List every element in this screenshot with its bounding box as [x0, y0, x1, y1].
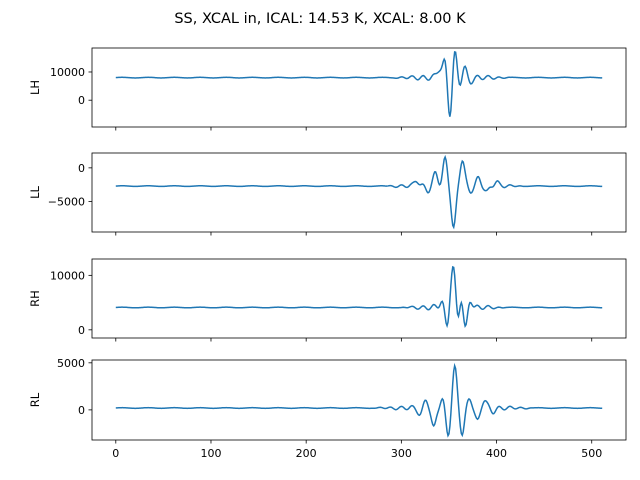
y-tick-label-ll-0: 0 — [78, 162, 85, 175]
x-tick-label-0: 0 — [112, 447, 119, 460]
y-axis-label-lh: LH — [28, 80, 42, 95]
series-line-lh — [115, 50, 603, 117]
y-tick-label-lh-10000: 10000 — [50, 66, 85, 79]
series-line-rh — [115, 265, 603, 329]
axes-frame-lh — [91, 47, 627, 128]
y-axis-label-rh: RH — [28, 290, 42, 307]
y-axis-label-ll: LL — [28, 186, 42, 199]
y-tick-label-rl-0: 0 — [78, 404, 85, 417]
axes-frame-rh — [91, 258, 627, 339]
y-tick-label-rh-0: 0 — [78, 324, 85, 337]
subplots: 0 10000 LH −5000 0 LL 0 10000 RH 0 100 200 300 400 500… — [28, 47, 627, 460]
y-tick-label-rh-10000: 10000 — [50, 269, 85, 282]
figure-title: SS, XCAL in, ICAL: 14.53 K, XCAL: 8.00 K — [174, 11, 466, 27]
x-tick-label-500: 500 — [581, 447, 602, 460]
series-line-ll — [115, 154, 603, 230]
x-tick-label-300: 300 — [391, 447, 412, 460]
subplot-lh: 0 10000 LH — [28, 47, 627, 131]
y-axis-label-rl: RL — [28, 392, 42, 407]
subplot-rh: 0 10000 RH — [28, 258, 627, 342]
y-tick-label-ll--5000: −5000 — [48, 196, 85, 209]
x-tick-label-400: 400 — [486, 447, 507, 460]
axes-frame-ll — [91, 152, 627, 233]
axes-frame-rl — [91, 359, 627, 441]
x-tick-label-100: 100 — [200, 447, 221, 460]
series-line-rl — [115, 362, 603, 438]
x-tick-label-200: 200 — [296, 447, 317, 460]
y-tick-label-rl-5000: 5000 — [57, 357, 85, 370]
subplot-ll: −5000 0 LL — [28, 152, 627, 236]
y-tick-label-lh-0: 0 — [78, 94, 85, 107]
